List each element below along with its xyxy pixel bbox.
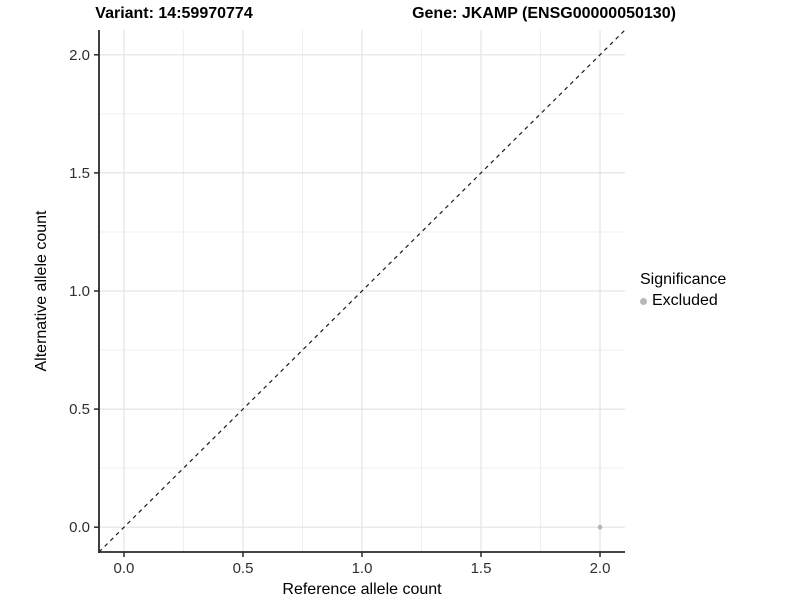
legend-key-dot-icon [640,297,647,305]
plot-title-gene: Gene: JKAMP (ENSG00000050130) [412,5,676,22]
plot-title-variant: Variant: 14:59970774 [95,5,253,22]
plot-panel: 0.0 0.5 1.0 1.5 2.0 0.0 0.5 1.0 1.5 2.0 [69,29,626,577]
y-tick-label: 2.0 [69,47,90,64]
y-tick-label: 0.0 [69,519,90,536]
x-tick-label: 0.0 [114,560,135,577]
x-tick-label: 1.0 [352,560,373,577]
legend-item-label: Excluded [652,292,718,309]
x-tick-label: 1.5 [471,560,492,577]
y-tick-label: 1.5 [69,165,90,182]
y-axis-title: Alternative allele count [33,210,50,372]
legend-title: Significance [640,271,727,288]
legend-item-excluded: Excluded [640,292,726,310]
x-tick-label: 2.0 [590,560,611,577]
y-tick-label: 0.5 [69,401,90,418]
x-axis-title: Reference allele count [282,581,442,598]
legend: Significance Excluded [640,270,726,310]
y-tick-label: 1.0 [69,283,90,300]
x-tick-label: 0.5 [233,560,254,577]
